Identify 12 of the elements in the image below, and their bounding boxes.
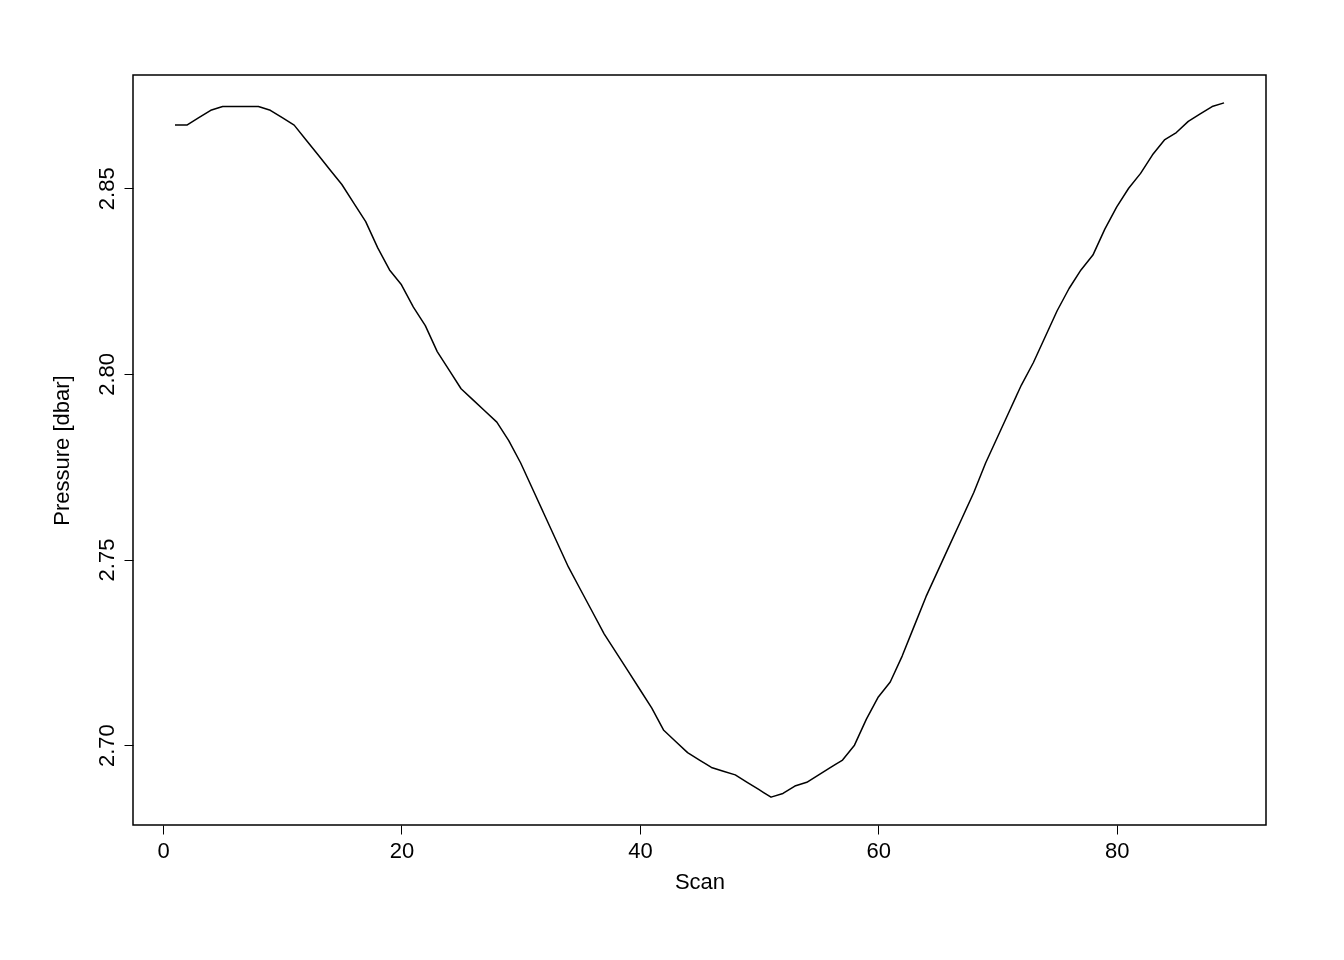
y-tick-label: 2.75 (93, 538, 119, 582)
x-axis-title: Scan (674, 868, 726, 894)
x-tick-label: 80 (1105, 837, 1130, 863)
y-tick-label: 2.80 (93, 352, 119, 396)
x-tick-label: 60 (866, 837, 892, 863)
x-tick-label: 20 (389, 837, 415, 863)
x-tick-label: 40 (628, 837, 653, 863)
line-series (174, 102, 1225, 798)
y-axis-title: Pressure [dbar] (48, 375, 74, 526)
y-tick-label: 2.85 (93, 167, 119, 211)
x-tick-label: 0 (157, 837, 170, 863)
y-tick-label: 2.70 (93, 724, 119, 768)
